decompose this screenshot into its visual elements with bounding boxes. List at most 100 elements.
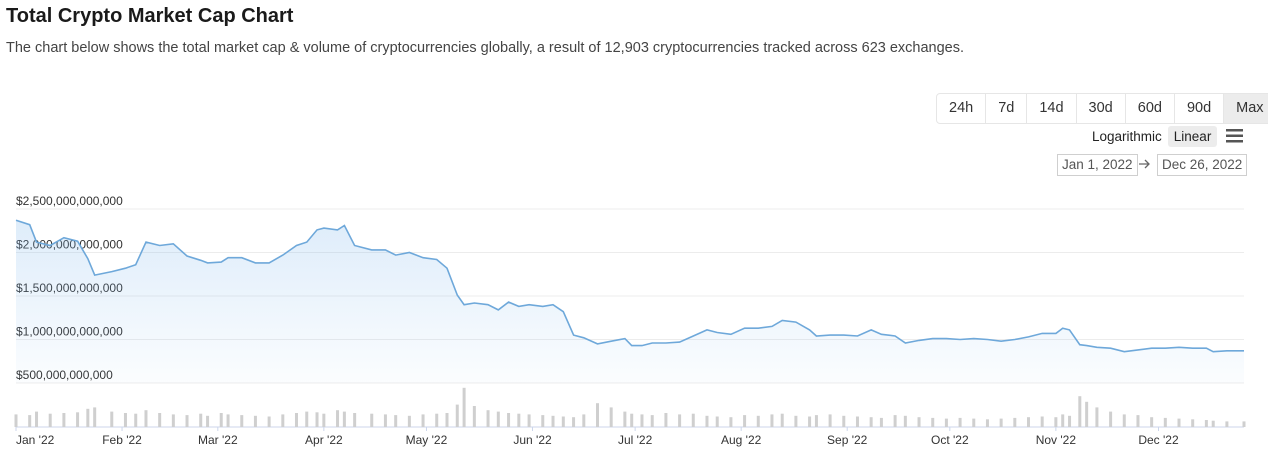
y-tick-label: $1,500,000,000,000 [16,281,123,295]
volume-bar [1040,416,1044,427]
range-button[interactable]: Max [1224,94,1268,123]
range-button[interactable]: 90d [1175,94,1225,123]
volume-bar [972,418,976,427]
volume-bar [541,415,545,427]
x-tick-label: Jan '22 [16,433,55,447]
volume-bar [1061,414,1065,427]
range-button[interactable]: 14d [1027,94,1077,123]
volume-bar [472,406,476,427]
volume-bar [14,414,18,427]
volume-bar [517,413,521,427]
volume-bar [28,415,32,427]
range-button[interactable]: 30d [1077,94,1126,123]
page-title: Total Crypto Market Cap Chart [6,5,294,27]
volume-bar [336,410,340,427]
x-tick-label: Jul '22 [618,433,653,447]
x-tick-label: Apr '22 [305,433,343,447]
volume-bar [630,413,634,427]
y-tick-label: $2,000,000,000,000 [16,238,123,252]
volume-bar [917,417,921,427]
volume-bar [305,411,309,427]
volume-bar [253,415,257,427]
volume-bar [814,415,818,427]
range-button[interactable]: 60d [1126,94,1175,123]
volume-bar [486,410,490,427]
range-button[interactable]: 7d [986,94,1028,123]
volume-bar [1191,419,1195,427]
volume-bar [1068,415,1072,427]
volume-bar [394,415,398,427]
volume-bar [794,415,798,427]
volume-bar [650,415,654,427]
page-subtitle: The chart below shows the total market c… [6,40,965,56]
volume-bar [756,415,760,427]
y-tick-label: $1,000,000,000,000 [16,325,123,339]
volume-bar [609,407,613,427]
volume-bar [1150,417,1154,427]
volume-bar [572,417,576,427]
volume-bar [421,414,425,427]
volume-bar [1204,420,1208,427]
volume-bar [240,415,244,427]
volume-bar [342,411,346,427]
volume-bar [93,407,97,427]
volume-bar [322,413,326,427]
volume-bar [76,412,80,427]
y-tick-label: $2,500,000,000,000 [16,194,123,208]
volume-bar [780,413,784,427]
volume-bar [455,404,459,427]
volume-bar [1085,401,1089,427]
volume-bar [931,417,935,427]
volume-bar [1109,411,1113,427]
volume-bar [462,387,466,427]
date-to[interactable]: Dec 26, 2022 [1157,154,1248,176]
volume-bar [219,413,223,427]
volume-bar [903,415,907,427]
volume-bar [496,411,500,427]
volume-bar [134,413,138,427]
range-button[interactable]: 24h [937,94,987,123]
volume-bar [1163,417,1167,427]
volume-bar [1122,414,1126,427]
volume-bar [158,413,162,427]
x-tick-label: Oct '22 [931,433,969,447]
volume-bar [729,417,733,427]
volume-bar [1027,417,1031,427]
x-tick-label: Dec '22 [1138,433,1179,447]
scale-button[interactable]: Linear [1167,126,1218,147]
volume-bar [1054,417,1058,427]
volume-bar [855,416,859,427]
volume-bar [879,417,883,427]
volume-bar [640,414,644,427]
volume-bar [869,417,873,427]
date-from[interactable]: Jan 1, 2022 [1057,154,1138,176]
market-cap-line [15,219,1244,353]
volume-bar [623,411,627,427]
volume-bar [226,414,230,427]
volume-bar [407,415,411,427]
area-fill [16,220,1244,383]
volume-bar [527,414,531,427]
menu-icon[interactable] [1225,128,1245,144]
volume-bar [958,417,962,427]
volume-bar [507,413,511,427]
volume-bar [144,410,148,427]
x-tick-label: Nov '22 [1036,433,1077,447]
volume-bar [678,414,682,427]
volume-bar [199,413,203,427]
volume-bar [281,414,285,427]
volume-bar [370,413,374,427]
volume-bar [808,416,812,427]
volume-bar [582,414,586,427]
volume-bar [86,408,90,427]
volume-bar [123,413,127,427]
volume-bar [445,413,449,427]
volume-bar [1211,420,1215,427]
volume-bar [383,414,387,427]
volume-bar [715,416,719,427]
volume-bar [206,415,210,427]
volume-bar [1078,396,1082,427]
scale-button[interactable]: Logarithmic [1092,129,1162,144]
